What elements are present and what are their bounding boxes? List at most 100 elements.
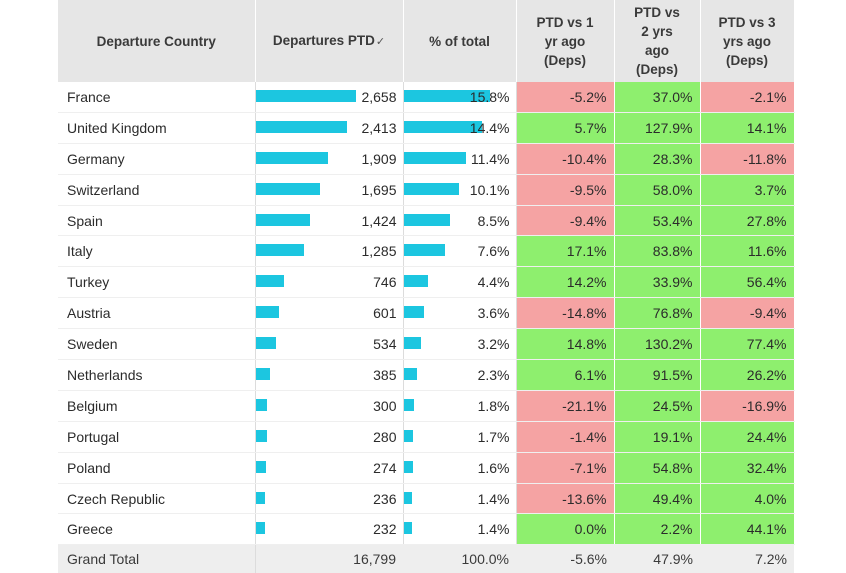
departures-cell: 1,285 — [255, 235, 404, 268]
country-cell: Portugal — [58, 421, 256, 453]
table-row[interactable]: Netherlands 385 2.3% 6.1% 91.5% 26.2% — [58, 359, 795, 391]
grand-total-vs1: -5.6% — [516, 544, 614, 573]
vs2-cell: 91.5% — [614, 359, 701, 391]
pct-total-bar — [403, 244, 445, 257]
vs2-cell: 28.3% — [614, 143, 701, 175]
departures-cell: 2,658 — [255, 82, 404, 113]
table-row[interactable]: Spain 1,424 8.5% -9.4% 53.4% 27.8% — [58, 205, 795, 237]
table-row[interactable]: Greece 232 1.4% 0.0% 2.2% 44.1% — [58, 513, 795, 546]
table-row[interactable]: Germany 1,909 11.4% -10.4% 28.3% -11.8% — [58, 143, 795, 175]
table-row[interactable]: Poland 274 1.6% -7.1% 54.8% 32.4% — [58, 452, 795, 484]
col-header-vs1-line1: PTD vs 1 — [536, 14, 594, 30]
pct-total-bar — [403, 151, 466, 164]
pct-total-cell: 7.6% — [403, 235, 517, 268]
table-row[interactable]: Italy 1,285 7.6% 17.1% 83.8% 11.6% — [58, 235, 795, 268]
vs1-cell: 17.1% — [516, 235, 615, 268]
col-header-departures-label: Departures PTD — [272, 32, 375, 48]
col-header-vs3-line2: yrs ago — [722, 33, 772, 49]
vs1-cell: -21.1% — [516, 390, 615, 422]
vs2-cell: 54.8% — [614, 452, 701, 484]
pct-total-value: 4.4% — [477, 274, 510, 291]
pct-total-bar — [403, 491, 412, 504]
col-header-vs1-line2: yr ago — [544, 33, 586, 49]
grand-total-label: Grand Total — [58, 544, 256, 573]
vs2-cell: 2.2% — [614, 513, 701, 546]
departures-value: 232 — [373, 521, 397, 538]
departures-cell: 1,909 — [255, 143, 404, 175]
col-header-vs1[interactable]: PTD vs 1 yr ago (Deps) — [516, 0, 615, 82]
col-header-vs2[interactable]: PTD vs 2 yrs ago (Deps) — [614, 0, 701, 82]
departures-value: 300 — [373, 397, 397, 414]
country-cell: Sweden — [58, 328, 256, 361]
country-cell: Switzerland — [58, 174, 256, 206]
table-row[interactable]: Belgium 300 1.8% -21.1% 24.5% -16.9% — [58, 390, 795, 422]
col-header-country-label: Departure Country — [96, 33, 216, 49]
departures-bar — [255, 306, 279, 319]
vs3-cell: 32.4% — [700, 452, 795, 484]
vs2-cell: 37.0% — [614, 82, 701, 113]
table-row[interactable]: Czech Republic 236 1.4% -13.6% 49.4% 4.0% — [58, 483, 795, 515]
header-row: Departure Country Departures PTD✓ % of t… — [58, 0, 795, 82]
sort-descending-icon[interactable]: ✓ — [375, 35, 386, 48]
departures-value: 280 — [373, 428, 397, 445]
col-header-vs2-line3: ago — [644, 43, 669, 58]
departures-cell: 746 — [255, 266, 404, 299]
pct-total-cell: 3.2% — [403, 328, 517, 361]
grand-total-vs3: 7.2% — [700, 544, 794, 573]
vs3-cell: 24.4% — [700, 421, 795, 453]
country-cell: Austria — [58, 297, 256, 330]
country-cell: Czech Republic — [58, 483, 256, 515]
pct-total-bar — [403, 460, 413, 473]
col-header-country[interactable]: Departure Country — [58, 0, 256, 82]
col-header-vs2-line1: PTD vs — [634, 5, 680, 20]
departures-bar — [255, 522, 265, 535]
pct-total-bar — [403, 429, 413, 442]
departures-cell: 280 — [255, 421, 404, 453]
departures-bar — [255, 398, 267, 411]
grand-total-row: Grand Total 16,799 100.0% -5.6% 47.9% 7.… — [58, 544, 794, 573]
pct-total-cell: 3.6% — [403, 297, 517, 330]
pct-total-bar — [403, 120, 482, 133]
country-cell: Germany — [58, 143, 256, 175]
table-row[interactable]: Turkey 746 4.4% 14.2% 33.9% 56.4% — [58, 266, 795, 299]
country-cell: Poland — [58, 452, 256, 484]
pct-total-value: 3.6% — [477, 305, 510, 322]
departures-table-container: Departure Country Departures PTD✓ % of t… — [58, 0, 795, 573]
pct-total-cell: 1.8% — [403, 390, 517, 422]
pct-total-value: 1.7% — [477, 428, 510, 445]
table-row[interactable]: Sweden 534 3.2% 14.8% 130.2% 77.4% — [58, 328, 795, 361]
vs2-cell: 58.0% — [614, 174, 701, 206]
pct-total-bar — [403, 275, 428, 288]
table-row[interactable]: Austria 601 3.6% -14.8% 76.8% -9.4% — [58, 297, 795, 330]
col-header-vs3[interactable]: PTD vs 3 yrs ago (Deps) — [700, 0, 795, 82]
vs3-cell: 11.6% — [700, 235, 795, 268]
table-row[interactable]: United Kingdom 2,413 14.4% 5.7% 127.9% 14.1% — [58, 112, 795, 144]
departures-bar — [255, 275, 284, 288]
pct-total-cell: 8.5% — [403, 205, 517, 237]
vs1-cell: -14.8% — [516, 297, 615, 330]
departures-cell: 1,424 — [255, 205, 404, 237]
departures-bar — [255, 90, 356, 102]
departures-bar — [255, 244, 304, 257]
pct-total-cell: 1.6% — [403, 452, 517, 484]
vs3-cell: 14.1% — [700, 112, 795, 144]
vs2-cell: 127.9% — [614, 112, 701, 144]
table-row[interactable]: Portugal 280 1.7% -1.4% 19.1% 24.4% — [58, 421, 795, 453]
departures-bar — [255, 337, 276, 350]
pct-total-value: 3.2% — [477, 336, 510, 353]
country-cell: Belgium — [58, 390, 256, 422]
departures-value: 2,658 — [361, 89, 397, 105]
vs1-cell: -13.6% — [516, 483, 615, 515]
departures-cell: 300 — [255, 390, 404, 422]
pct-total-bar — [403, 368, 417, 381]
table-row[interactable]: France 2,658 15.8% -5.2% 37.0% -2.1% — [58, 82, 795, 113]
departures-bar — [255, 213, 310, 226]
col-header-vs3-line1: PTD vs 3 — [718, 14, 776, 30]
vs1-cell: 6.1% — [516, 359, 615, 391]
departures-value: 385 — [373, 367, 397, 384]
col-header-pct-total[interactable]: % of total — [403, 0, 517, 82]
col-header-departures[interactable]: Departures PTD✓ — [255, 0, 404, 82]
table-row[interactable]: Switzerland 1,695 10.1% -9.5% 58.0% 3.7% — [58, 174, 795, 206]
pct-total-cell: 10.1% — [403, 174, 517, 206]
country-cell: Netherlands — [58, 359, 256, 391]
